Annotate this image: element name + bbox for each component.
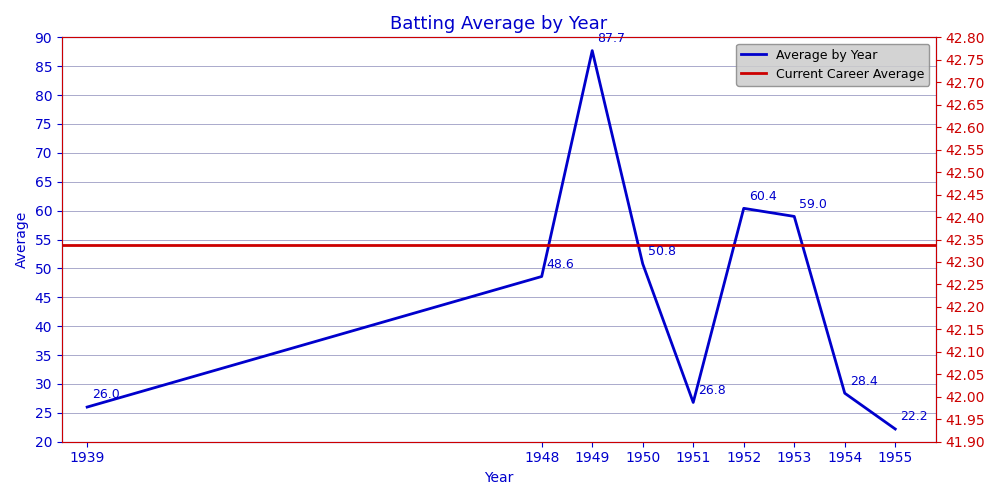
Title: Batting Average by Year: Batting Average by Year bbox=[390, 15, 607, 33]
Average by Year bbox=[637, 261, 649, 267]
Text: 50.8: 50.8 bbox=[648, 245, 676, 258]
Average by Year bbox=[839, 390, 851, 396]
Text: 60.4: 60.4 bbox=[749, 190, 777, 202]
Text: 59.0: 59.0 bbox=[799, 198, 827, 211]
Average by Year bbox=[788, 214, 800, 220]
Average by Year bbox=[586, 48, 598, 54]
Text: 28.4: 28.4 bbox=[850, 374, 878, 388]
X-axis label: Year: Year bbox=[484, 471, 513, 485]
Average by Year bbox=[687, 400, 699, 406]
Text: 48.6: 48.6 bbox=[547, 258, 575, 271]
Average by Year bbox=[889, 426, 901, 432]
Legend: Average by Year, Current Career Average: Average by Year, Current Career Average bbox=[736, 44, 929, 86]
Text: 22.2: 22.2 bbox=[900, 410, 928, 424]
Text: 26.8: 26.8 bbox=[698, 384, 726, 397]
Text: 26.0: 26.0 bbox=[92, 388, 120, 402]
Y-axis label: Average: Average bbox=[15, 211, 29, 268]
Average by Year bbox=[81, 404, 93, 410]
Average by Year bbox=[738, 206, 750, 212]
Line: Average by Year: Average by Year bbox=[87, 50, 895, 429]
Text: 87.7: 87.7 bbox=[597, 32, 625, 45]
Average by Year bbox=[536, 274, 548, 280]
